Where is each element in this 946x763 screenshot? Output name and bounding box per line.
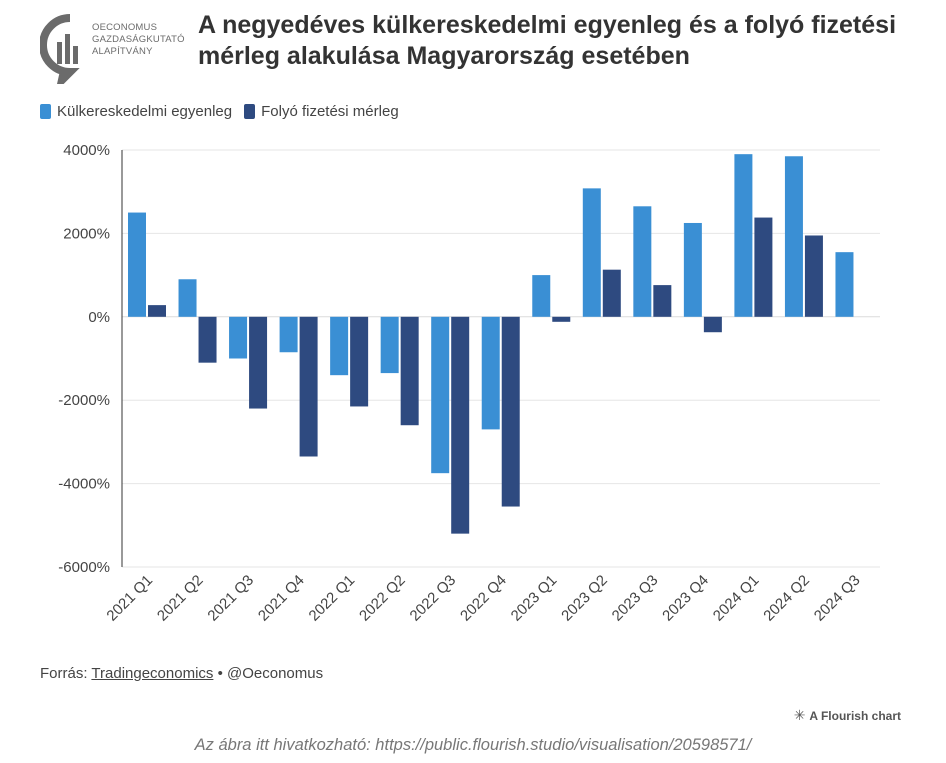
bar-folyo-fizetesi-2[interactable] [249, 316, 268, 409]
bar-kulkereskedelmi-12[interactable] [734, 154, 753, 317]
bar-kulkereskedelmi-10[interactable] [633, 206, 652, 317]
legend: Külkereskedelmi egyenleg Folyó fizetési … [40, 103, 399, 120]
y-tick-label: 4000% [63, 142, 110, 159]
source-link[interactable]: Tradingeconomics [91, 665, 214, 682]
bar-kulkereskedelmi-13[interactable] [784, 156, 803, 317]
caption: Az ábra itt hivatkozható: https://public… [194, 736, 752, 754]
flourish-star-icon: ✳ [793, 707, 806, 723]
bar-kulkereskedelmi-6[interactable] [431, 316, 450, 474]
bar-folyo-fizetesi-4[interactable] [350, 316, 369, 407]
y-tick-label: -6000% [58, 559, 110, 576]
bar-kulkereskedelmi-7[interactable] [481, 316, 500, 430]
bar-kulkereskedelmi-0[interactable] [128, 212, 146, 317]
bar-kulkereskedelmi-1[interactable] [178, 279, 197, 317]
x-tick-label: 2024 Q2 [760, 572, 813, 625]
x-tick-label: 2023 Q1 [508, 572, 561, 625]
y-tick-label: 2000% [63, 225, 110, 242]
bar-folyo-fizetesi-3[interactable] [299, 316, 318, 457]
bar-chart: 4000%2000%0%-2000%-4000%-6000%2021 Q1202… [58, 142, 880, 625]
x-tick-label: 2024 Q1 [710, 572, 763, 625]
y-tick-label: -2000% [58, 392, 110, 409]
y-tick-label: 0% [88, 309, 110, 326]
logo-line: ALAPÍTVÁNY [92, 46, 153, 57]
oeconomus-logo: OECONOMUS GAZDASÁGKUTATÓ ALAPÍTVÁNY [39, 14, 190, 93]
logo-text: OECONOMUS GAZDASÁGKUTATÓ ALAPÍTVÁNY [92, 22, 185, 58]
bar-kulkereskedelmi-3[interactable] [279, 316, 298, 353]
x-tick-label: 2021 Q2 [154, 572, 207, 625]
bar-folyo-fizetesi-5[interactable] [400, 316, 419, 426]
x-tick-label: 2022 Q1 [306, 572, 359, 625]
legend-item-series1[interactable]: Külkereskedelmi egyenleg [40, 103, 232, 120]
bar-folyo-fizetesi-1[interactable] [198, 316, 217, 363]
source-prefix: Forrás: [40, 665, 92, 682]
bar-kulkereskedelmi-9[interactable] [582, 188, 601, 317]
legend-swatch-series1 [40, 104, 51, 119]
x-tick-label: 2022 Q2 [356, 572, 409, 625]
source-line: Forrás: Tradingeconomics • @Oeconomus [40, 665, 323, 682]
x-tick-label: 2023 Q3 [609, 572, 662, 625]
flourish-credit[interactable]: ✳ A Flourish chart [794, 707, 901, 724]
logo-line: GAZDASÁGKUTATÓ [92, 34, 185, 45]
bar-kulkereskedelmi-11[interactable] [683, 222, 702, 317]
legend-label-series1: Külkereskedelmi egyenleg [57, 103, 233, 120]
logo-mark-icon [39, 14, 80, 93]
bar-folyo-fizetesi-0[interactable] [148, 305, 166, 317]
x-tick-label: 2024 Q3 [811, 572, 864, 625]
logo-line: OECONOMUS [92, 22, 158, 33]
legend-swatch-series2 [244, 104, 256, 119]
legend-label-series2: Folyó fizetési mérleg [261, 103, 399, 120]
bar-folyo-fizetesi-9[interactable] [602, 269, 621, 317]
legend-item-series2[interactable]: Folyó fizetési mérleg [244, 103, 399, 120]
chart-title: A negyedéves külkereskedelmi egyenleg és… [198, 11, 897, 70]
bar-folyo-fizetesi-7[interactable] [501, 316, 520, 507]
bar-folyo-fizetesi-6[interactable] [451, 316, 470, 534]
flourish-label: A Flourish chart [809, 708, 901, 723]
bar-folyo-fizetesi-10[interactable] [653, 285, 672, 317]
source-suffix: • @Oeconomus [213, 665, 324, 682]
bar-kulkereskedelmi-2[interactable] [229, 316, 248, 359]
bar-kulkereskedelmi-4[interactable] [330, 316, 349, 376]
x-tick-label: 2021 Q4 [255, 572, 308, 625]
bar-folyo-fizetesi-8[interactable] [552, 316, 571, 322]
x-tick-label: 2022 Q3 [407, 572, 460, 625]
bar-kulkereskedelmi-14[interactable] [835, 252, 854, 317]
x-tick-label: 2023 Q4 [659, 572, 712, 625]
bar-kulkereskedelmi-8[interactable] [532, 275, 551, 317]
bar-kulkereskedelmi-5[interactable] [380, 316, 399, 374]
x-tick-label: 2021 Q3 [204, 572, 257, 625]
y-tick-label: -4000% [58, 476, 110, 493]
bar-folyo-fizetesi-12[interactable] [754, 217, 773, 317]
bar-folyo-fizetesi-13[interactable] [804, 235, 823, 317]
x-tick-label: 2021 Q1 [103, 572, 156, 625]
bar-folyo-fizetesi-11[interactable] [703, 316, 722, 333]
x-tick-label: 2022 Q4 [457, 572, 510, 625]
x-tick-label: 2023 Q2 [558, 572, 611, 625]
